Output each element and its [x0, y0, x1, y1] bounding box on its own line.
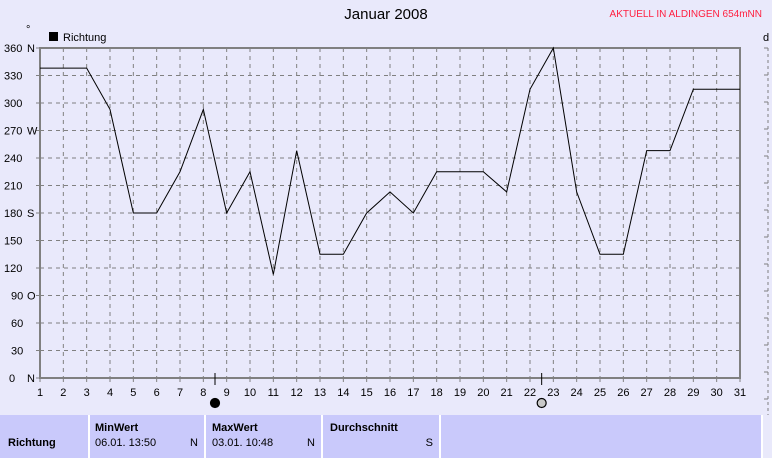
- station-label: AKTUELL IN ALDINGEN 654mNN: [609, 9, 762, 20]
- y-tick-direction: N: [27, 373, 35, 385]
- new-moon-icon: [209, 397, 221, 409]
- y-tick-label: 270: [4, 126, 22, 138]
- x-tick-label: 29: [687, 387, 699, 399]
- x-tick-label: 17: [407, 387, 419, 399]
- x-tick-label: 14: [337, 387, 349, 399]
- y-tick-label: 60: [11, 318, 23, 330]
- legend-label: Richtung: [63, 32, 106, 44]
- min-date: 06.01. 13:50: [95, 437, 157, 449]
- y-tick-label: 360: [4, 43, 22, 55]
- x-tick-label: 3: [84, 387, 90, 399]
- avg-value: S: [425, 437, 433, 449]
- y-tick-direction: W: [27, 126, 38, 138]
- x-tick-label: 16: [384, 387, 396, 399]
- max-value: N: [307, 437, 315, 449]
- max-cell: MaxWert 03.01. 10:48 N: [206, 415, 323, 458]
- x-tick-label: 19: [454, 387, 466, 399]
- x-tick-label: 12: [291, 387, 303, 399]
- x-tick-label: 28: [664, 387, 676, 399]
- x-tick-label: 1: [37, 387, 43, 399]
- avg-cell: Durchschnitt S: [323, 415, 441, 458]
- x-tick-label: 5: [130, 387, 136, 399]
- y-tick-direction: S: [27, 208, 34, 220]
- x-tick-label: 31: [734, 387, 746, 399]
- y-tick-label: 330: [4, 71, 22, 83]
- x-tick-label: 24: [571, 387, 583, 399]
- y-tick-label: 30: [11, 346, 23, 358]
- y-tick-label: 90: [11, 291, 23, 303]
- x-tick-label: 9: [224, 387, 230, 399]
- y-tick-label: 240: [4, 153, 22, 165]
- series-line-richtung: [40, 46, 740, 275]
- x-tick-label: 26: [617, 387, 629, 399]
- x-tick-label: 2: [60, 387, 66, 399]
- x-tick-label: 22: [524, 387, 536, 399]
- x-tick-label: 6: [154, 387, 160, 399]
- max-header: MaxWert: [212, 422, 258, 434]
- x-tick-label: 11: [268, 387, 279, 399]
- x-tick-label: 4: [107, 387, 113, 399]
- x-tick-label: 23: [547, 387, 559, 399]
- row-label: Richtung: [8, 437, 56, 449]
- x-tick-label: 8: [200, 387, 206, 399]
- avg-header: Durchschnitt: [330, 422, 398, 434]
- min-value: N: [190, 437, 198, 449]
- min-header: MinWert: [95, 422, 139, 434]
- degree-unit-label: °: [26, 24, 30, 36]
- x-tick-label: 18: [431, 387, 443, 399]
- y-tick-label: 210: [4, 181, 22, 193]
- x-tick-label: 25: [594, 387, 606, 399]
- x-tick-label: 20: [477, 387, 489, 399]
- x-tick-label: 10: [244, 387, 256, 399]
- y-tick-label: 120: [4, 263, 22, 275]
- chart-title: Januar 2008: [344, 6, 428, 23]
- x-tick-label: 13: [314, 387, 326, 399]
- empty-cell: [441, 415, 763, 458]
- y-tick-label: 150: [4, 236, 22, 248]
- min-cell: MinWert 06.01. 13:50 N: [90, 415, 206, 458]
- y-tick-label: 180: [4, 208, 22, 220]
- x-tick-label: 21: [501, 387, 513, 399]
- y-tick-direction: N: [27, 43, 35, 55]
- y-tick-label: 300: [4, 98, 22, 110]
- x-tick-label: 30: [711, 387, 723, 399]
- max-date: 03.01. 10:48: [212, 437, 274, 449]
- y-tick-label: 0: [9, 373, 15, 385]
- full-moon-icon: [536, 397, 547, 409]
- x-tick-label: 27: [641, 387, 653, 399]
- table-row-label-cell: Richtung: [0, 415, 90, 458]
- right-axis-label: d: [763, 32, 769, 44]
- legend-swatch: [49, 32, 58, 41]
- x-tick-label: 15: [361, 387, 373, 399]
- x-tick-label: 7: [177, 387, 183, 399]
- y-tick-direction: O: [27, 291, 36, 303]
